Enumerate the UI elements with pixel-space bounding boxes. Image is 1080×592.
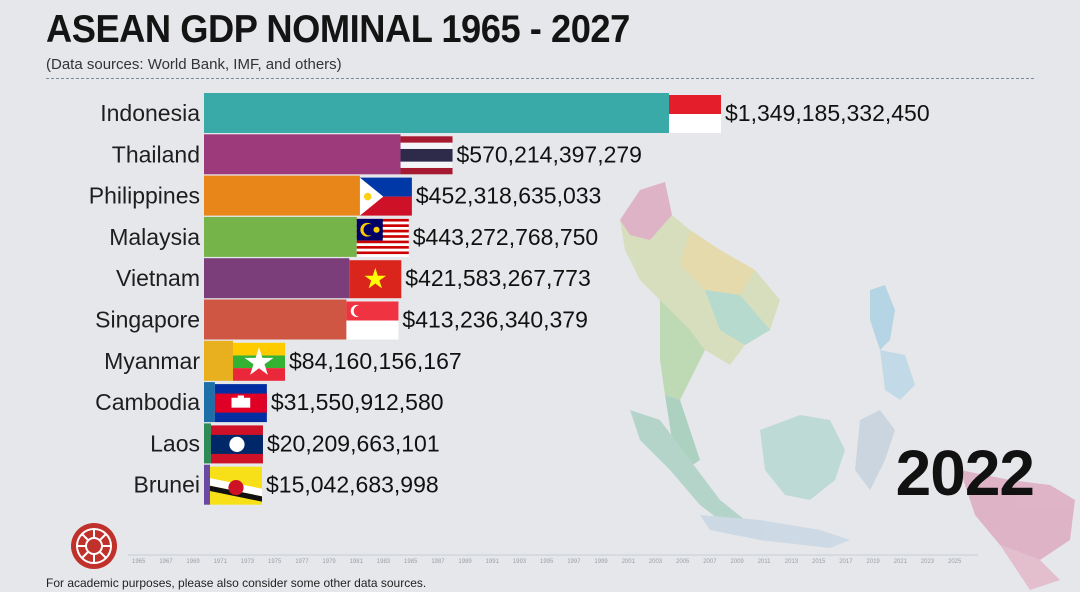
timeline-tick: 2019 (866, 559, 880, 565)
timeline-tick: 2025 (948, 559, 962, 565)
chart-subtitle: (Data sources: World Bank, IMF, and othe… (46, 56, 342, 73)
category-label: Indonesia (100, 100, 200, 126)
category-label: Thailand (112, 141, 200, 167)
timeline-tick: 1987 (431, 559, 445, 565)
timeline-tick: 1971 (214, 559, 228, 565)
timeline-tick: 2011 (758, 559, 772, 565)
singapore-flag (346, 301, 399, 340)
bar-row-myanmar: Myanmar $84,160,156,167 (104, 340, 462, 381)
bar-row-singapore: Singapore $413,236,340,379 (95, 299, 588, 340)
category-label: Cambodia (95, 389, 200, 415)
bar-row-brunei: Brunei $15,042,683,998 (134, 464, 439, 505)
value-label: $31,550,912,580 (271, 389, 444, 415)
bar-singapore (204, 299, 347, 340)
chart-title: ASEAN GDP NOMINAL 1965 - 2027 (46, 8, 630, 51)
bar-thailand (204, 134, 401, 175)
bar-row-vietnam: Vietnam $421,583,267,773 (116, 258, 591, 299)
category-label: Brunei (134, 472, 200, 498)
bar-philippines (204, 175, 360, 216)
bar-malaysia (204, 216, 357, 257)
timeline-tick: 2015 (812, 559, 826, 565)
philippines-flag (359, 177, 412, 216)
bar-brunei (204, 464, 210, 505)
indonesia-flag (669, 95, 721, 133)
value-label: $413,236,340,379 (402, 307, 587, 333)
timeline-tick: 1997 (567, 559, 581, 565)
bar-row-thailand: Thailand $570,214,397,279 (112, 134, 642, 175)
brunei-flag (210, 466, 262, 505)
category-label: Laos (150, 430, 200, 456)
timeline-tick: 1985 (404, 559, 418, 565)
timeline-tick: 1983 (377, 559, 391, 565)
timeline-tick: 2013 (785, 559, 799, 565)
timeline-tick: 1991 (486, 559, 500, 565)
bar-row-philippines: Philippines $452,318,635,033 (89, 175, 601, 216)
title-divider (46, 78, 1034, 79)
timeline-tick: 2003 (649, 559, 663, 565)
timeline-tick: 1989 (458, 559, 472, 565)
timeline-tick: 2007 (703, 559, 717, 565)
malaysia-flag (356, 218, 409, 257)
timeline-tick: 2001 (622, 559, 636, 565)
value-label: $84,160,156,167 (289, 348, 462, 374)
category-label: Vietnam (116, 265, 200, 291)
logo-emblem (71, 523, 117, 569)
timeline-tick: 2021 (894, 559, 908, 565)
myanmar-flag (233, 342, 286, 381)
category-label: Philippines (89, 183, 200, 209)
timeline-tick: 2023 (921, 559, 935, 565)
bar-row-indonesia: Indonesia $1,349,185,332,450 (100, 93, 930, 133)
timeline-tick: 1979 (322, 559, 336, 565)
cambodia-flag (214, 384, 267, 423)
value-label: $20,209,663,101 (267, 430, 440, 456)
value-label: $1,349,185,332,450 (725, 100, 930, 126)
timeline-tick: 1969 (186, 559, 200, 565)
timeline-tick: 2005 (676, 559, 690, 565)
category-label: Singapore (95, 307, 200, 333)
timeline-tick: 1999 (594, 559, 608, 565)
timeline-tick: 2017 (839, 559, 853, 565)
timeline-tick: 1965 (132, 559, 146, 565)
timeline-tick: 1975 (268, 559, 282, 565)
timeline-tick: 1981 (350, 559, 364, 565)
vietnam-flag (349, 260, 402, 299)
bar-row-laos: Laos $20,209,663,101 (150, 423, 440, 464)
timeline-tick: 2009 (730, 559, 744, 565)
bar-row-malaysia: Malaysia $443,272,768,750 (109, 216, 598, 257)
bar-laos (204, 423, 211, 464)
timeline-tick: 1993 (513, 559, 527, 565)
category-label: Malaysia (109, 224, 200, 250)
bar-cambodia (204, 382, 215, 423)
bar-myanmar (204, 340, 234, 381)
bar-indonesia (204, 93, 669, 133)
timeline-tick: 1967 (159, 559, 173, 565)
footer-note: For academic purposes, please also consi… (46, 576, 427, 590)
bar-row-cambodia: Cambodia $31,550,912,580 (95, 382, 444, 423)
category-label: Myanmar (104, 348, 200, 374)
bar-vietnam (204, 258, 350, 299)
value-label: $452,318,635,033 (416, 183, 601, 209)
value-label: $15,042,683,998 (266, 472, 439, 498)
value-label: $421,583,267,773 (405, 265, 590, 291)
value-label: $443,272,768,750 (413, 224, 598, 250)
value-label: $570,214,397,279 (457, 141, 642, 167)
thailand-flag (400, 136, 453, 175)
timeline-tick: 1977 (295, 559, 309, 565)
laos-flag (210, 425, 263, 464)
year-label: 2022 (895, 437, 1035, 509)
timeline-tick: 1995 (540, 559, 554, 565)
timeline-tick: 1973 (241, 559, 255, 565)
